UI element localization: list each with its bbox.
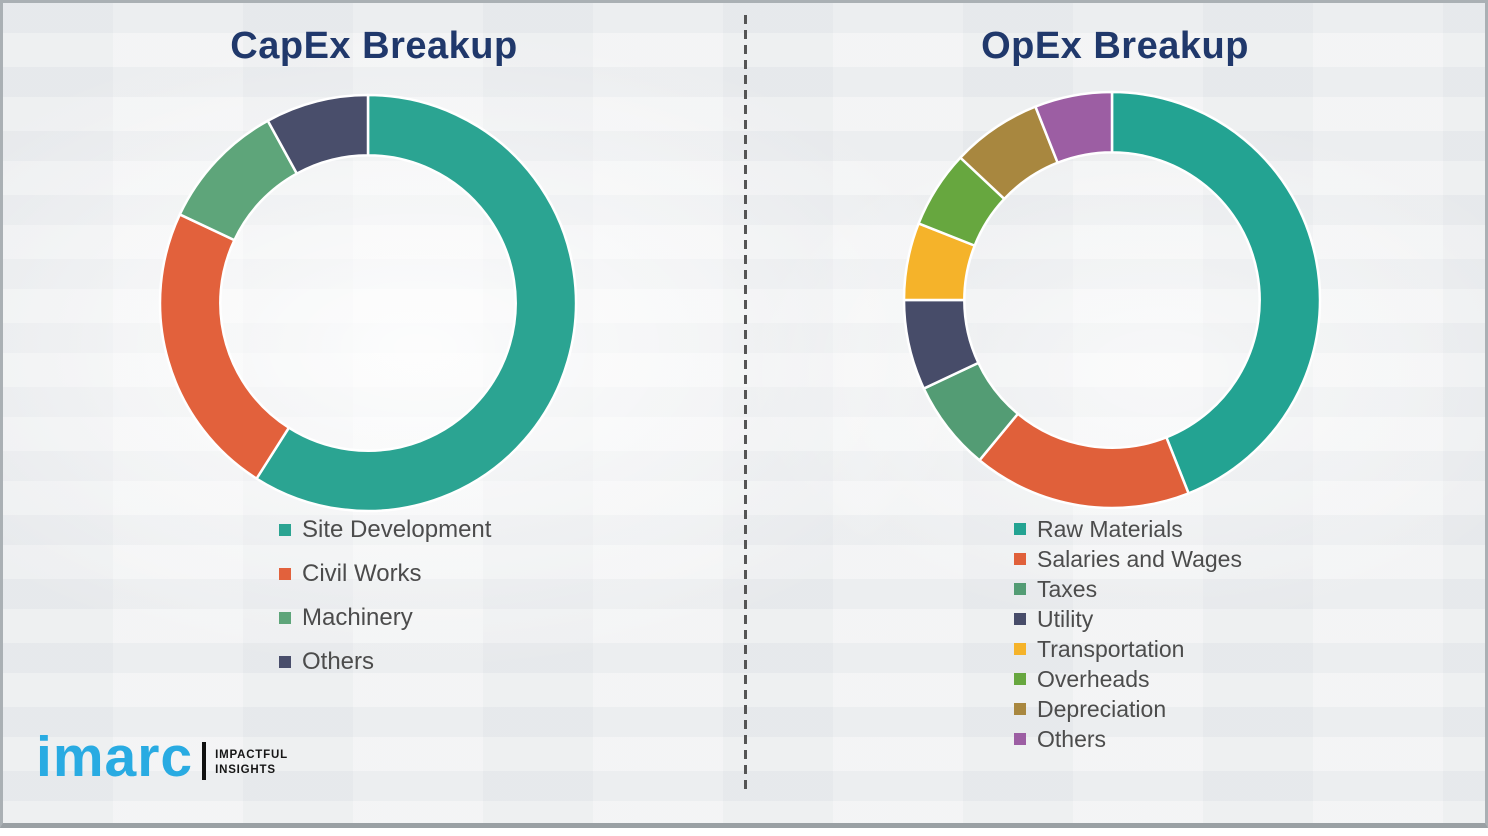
legend-label-raw-materials: Raw Materials [1037,515,1183,542]
legend-swatch-taxes [1014,583,1026,595]
legend-label-utility: Utility [1037,605,1094,632]
legend-label-transportation: Transportation [1037,635,1185,662]
legend-label-taxes: Taxes [1037,575,1098,602]
donut-segment-salaries-and-wages [978,412,1190,510]
legend-label-others: Others [302,648,375,675]
legend-label-site-development: Site Development [302,516,492,543]
imarc-logo-tagline: IMPACTFUL INSIGHTS [215,748,288,778]
imarc-logo-separator-bar [202,741,207,780]
opex-chart-title: OpEx Breakup [981,25,1249,67]
donut-segment-site-development [255,93,578,513]
legend-swatch-machinery [279,612,291,624]
legend-label-depreciation: Depreciation [1037,695,1167,722]
legend-item-overheads: Overheads [1014,664,1242,694]
donut-segment-others [266,93,370,175]
donut-segment-others [1034,90,1114,164]
legend-label-others: Others [1037,725,1107,752]
donut-segment-raw-materials [1110,90,1322,495]
legend-swatch-transportation [1014,643,1026,655]
legend-swatch-raw-materials [1014,523,1026,535]
imarc-tagline-line2: INSIGHTS [215,763,276,776]
legend-item-civil-works: Civil Works [279,552,491,596]
opex-legend: Raw Materials Salaries and Wages Taxes Util… [1014,514,1242,754]
legend-item-transportation: Transportation [1014,634,1242,664]
opex-donut-chart [902,90,1322,510]
legend-swatch-site-development [279,524,291,536]
legend-swatch-utility [1014,613,1026,625]
legend-item-others: Others [279,640,491,684]
legend-item-utility: Utility [1014,604,1242,634]
legend-swatch-overheads [1014,673,1026,685]
panel-divider-dashed-line [744,15,747,793]
legend-swatch-others [279,656,291,668]
legend-item-taxes: Taxes [1014,574,1242,604]
legend-swatch-depreciation [1014,703,1026,715]
legend-label-salaries-and-wages: Salaries and Wages [1037,545,1242,572]
capex-donut-chart [158,93,578,513]
imarc-tagline-line1: IMPACTFUL [215,748,288,761]
legend-item-others: Others [1014,724,1242,754]
legend-swatch-others [1014,733,1026,745]
legend-item-depreciation: Depreciation [1014,694,1242,724]
legend-item-machinery: Machinery [279,596,491,640]
legend-item-raw-materials: Raw Materials [1014,514,1242,544]
imarc-logo: imarc IMPACTFUL INSIGHTS [36,725,288,789]
donut-segment-civil-works [158,213,291,480]
imarc-logo-wordmark: imarc [36,725,194,789]
legend-swatch-civil-works [279,568,291,580]
capex-legend: Site Development Civil Works Machinery Othe… [279,508,491,684]
legend-label-civil-works: Civil Works [302,560,422,587]
legend-swatch-salaries-and-wages [1014,553,1026,565]
legend-label-overheads: Overheads [1037,665,1150,692]
legend-label-machinery: Machinery [302,604,413,631]
legend-item-salaries-and-wages: Salaries and Wages [1014,544,1242,574]
capex-chart-title: CapEx Breakup [230,25,518,67]
legend-item-site-development: Site Development [279,508,491,552]
